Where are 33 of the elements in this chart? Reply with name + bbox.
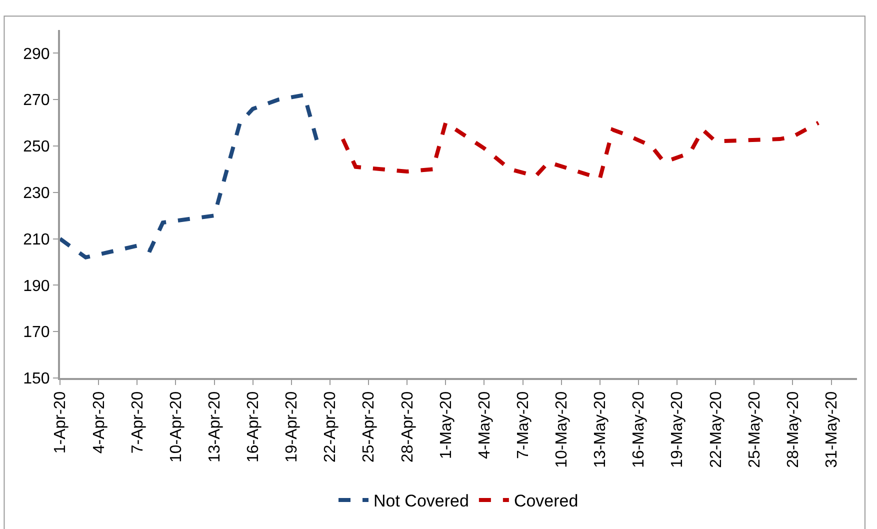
x-tick-label: 19-Apr-20 — [284, 391, 301, 463]
x-tick-label: 7-May-20 — [514, 391, 532, 459]
x-tick-label: 22-Apr-20 — [322, 391, 340, 463]
y-tick-label: 210 — [23, 231, 50, 248]
x-tick-label: 10-May-20 — [554, 391, 571, 468]
line-series — [60, 92, 320, 260]
x-tick-label: 4-May-20 — [476, 391, 494, 459]
x-tick-label: 1-May-20 — [438, 391, 455, 459]
x-tick-label: 28-Apr-20 — [399, 391, 416, 463]
line-series — [340, 120, 820, 180]
x-tick-label: 16-Apr-20 — [245, 391, 262, 463]
x-tick-label: 4-Apr-20 — [90, 391, 108, 454]
x-tick-label: 13-Apr-20 — [206, 391, 224, 463]
y-tick-label: 170 — [23, 324, 50, 342]
x-tick-label: 31-May-20 — [823, 391, 840, 468]
y-tick-label: 250 — [23, 138, 50, 156]
legend-label: Not Covered — [374, 492, 469, 511]
x-tick-label: 16-May-20 — [630, 391, 648, 468]
x-tick-label: 19-May-20 — [669, 391, 686, 468]
y-tick-label: 270 — [23, 92, 50, 110]
x-tick-label: 10-Apr-20 — [168, 391, 185, 463]
y-tick-label: 290 — [23, 46, 50, 63]
legend-label: Covered — [514, 492, 578, 511]
y-tick-label: 190 — [23, 278, 50, 295]
x-tick-label: 13-May-20 — [592, 391, 610, 468]
y-tick-label: 150 — [23, 370, 50, 388]
x-tick-label: 28-May-20 — [784, 391, 802, 468]
x-tick-label: 25-May-20 — [746, 391, 764, 468]
x-tick-label: 7-Apr-20 — [129, 391, 146, 454]
x-tick-label: 1-Apr-20 — [52, 391, 70, 454]
y-tick-label: 230 — [23, 185, 50, 202]
x-tick-label: 22-May-20 — [708, 391, 725, 468]
x-tick-label: 25-Apr-20 — [360, 391, 378, 463]
